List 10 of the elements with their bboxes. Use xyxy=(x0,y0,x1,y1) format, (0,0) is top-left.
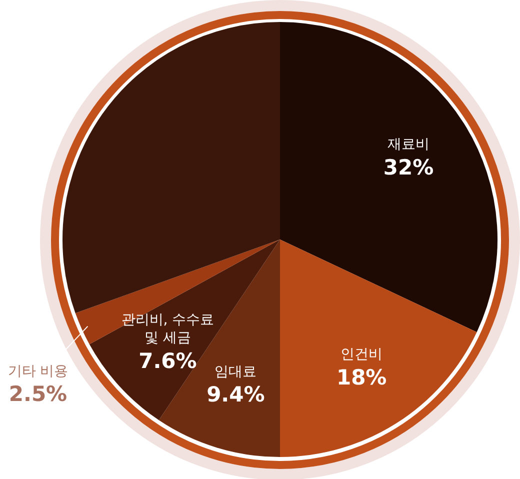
data-label: 7.6% xyxy=(138,348,197,373)
data-label: 32% xyxy=(383,155,434,180)
slice-label: 기타 비용 xyxy=(8,363,68,380)
slice-label: 임대료 xyxy=(214,364,257,380)
slice-label: 인건비 xyxy=(340,346,383,363)
slice-label: 관리비, 수수료 및 세금 xyxy=(121,312,214,346)
data-label: 2.5% xyxy=(8,382,68,406)
slice-label: 재료비 xyxy=(388,136,430,153)
data-label: 18% xyxy=(336,366,387,390)
data-label: 9.4% xyxy=(206,382,265,407)
